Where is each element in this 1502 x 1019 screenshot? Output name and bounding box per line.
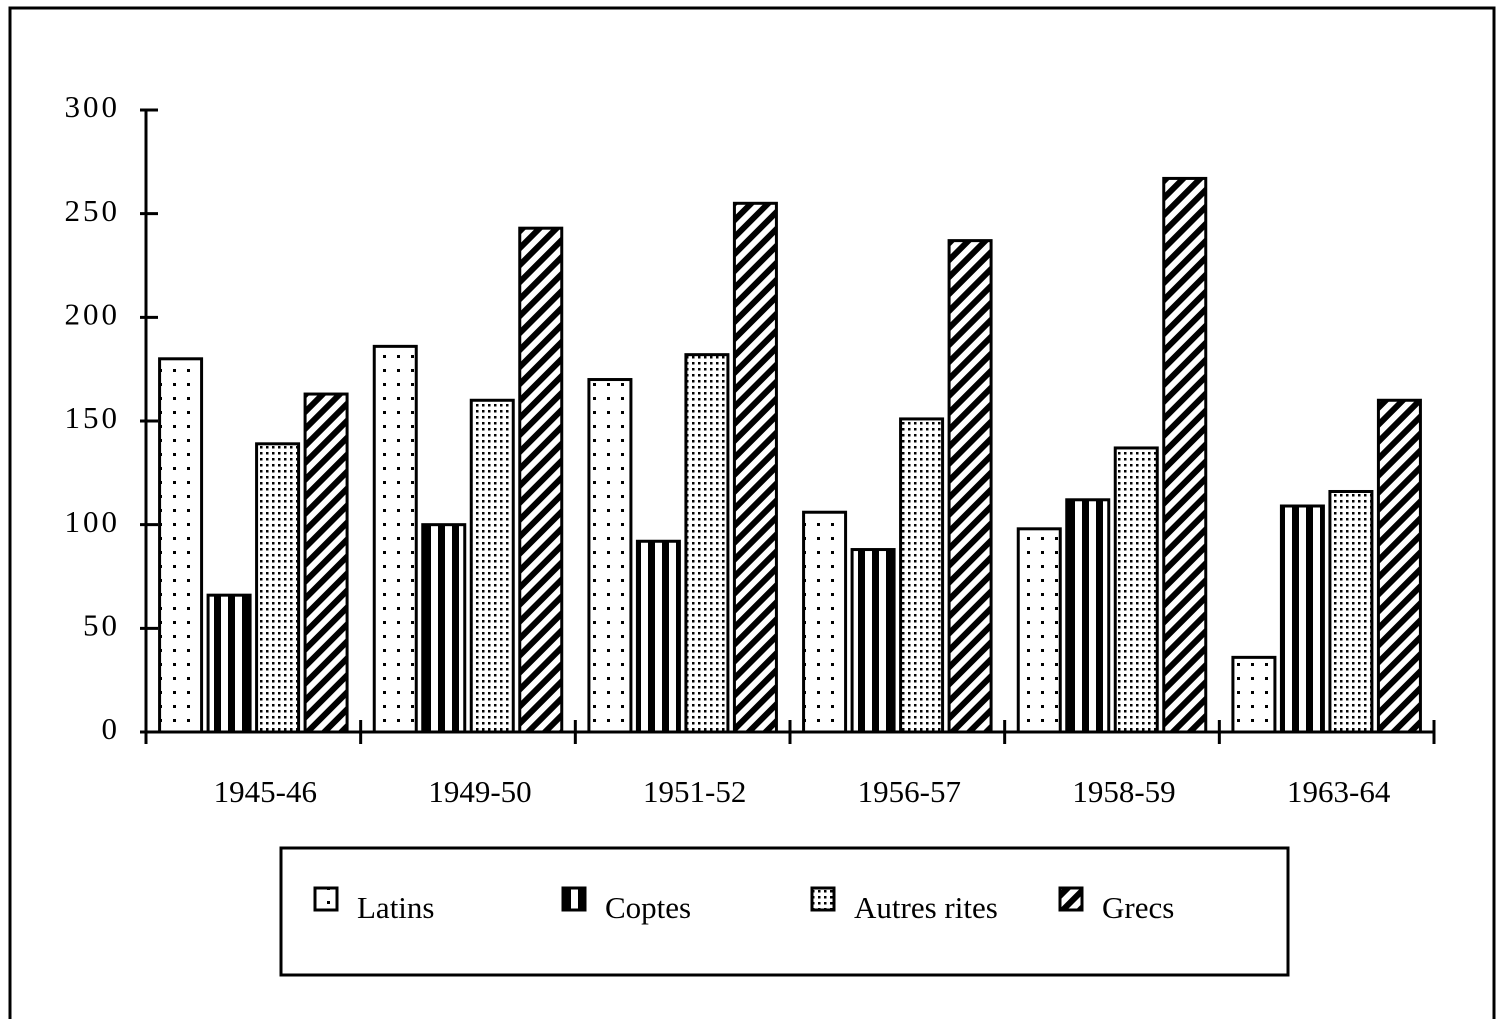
bar bbox=[1328, 489, 1374, 734]
bar bbox=[850, 548, 896, 734]
legend-swatch bbox=[1058, 886, 1084, 912]
x-tick-label: 1945-46 bbox=[214, 774, 317, 809]
y-tick-label: 250 bbox=[65, 193, 121, 228]
x-tick-label: 1956-57 bbox=[858, 774, 961, 809]
bar bbox=[802, 510, 848, 734]
bar bbox=[421, 523, 467, 734]
legend-label: Coptes bbox=[605, 890, 691, 925]
y-tick-label: 50 bbox=[83, 607, 120, 642]
x-tick-label: 1949-50 bbox=[428, 774, 531, 809]
bar bbox=[469, 398, 515, 734]
bar bbox=[635, 539, 681, 734]
bar bbox=[947, 239, 993, 734]
bar bbox=[1065, 498, 1111, 734]
bar bbox=[518, 226, 564, 734]
frame bbox=[8, 6, 1496, 1019]
bar bbox=[587, 378, 633, 734]
legend-label: Latins bbox=[357, 890, 435, 925]
y-tick-label: 300 bbox=[65, 89, 121, 124]
bar bbox=[1376, 398, 1422, 734]
y-tick-label: 100 bbox=[65, 504, 121, 539]
bar bbox=[684, 353, 730, 734]
legend-label: Grecs bbox=[1102, 890, 1174, 925]
bar bbox=[1279, 504, 1325, 734]
bar bbox=[303, 392, 349, 734]
x-tick-label: 1958-59 bbox=[1072, 774, 1175, 809]
y-tick-label: 0 bbox=[102, 711, 121, 746]
bar bbox=[732, 201, 778, 734]
bar bbox=[1231, 655, 1277, 734]
bar bbox=[158, 357, 204, 734]
bar bbox=[372, 344, 418, 734]
legend-box bbox=[279, 846, 1290, 977]
legend-label: Autres rites bbox=[854, 890, 998, 925]
legend-swatch bbox=[561, 886, 587, 912]
bar bbox=[1162, 176, 1208, 734]
bar bbox=[899, 417, 945, 734]
y-tick-label: 200 bbox=[65, 296, 121, 331]
legend-swatch bbox=[810, 886, 836, 912]
legend-swatch bbox=[313, 886, 339, 912]
bar bbox=[255, 442, 301, 734]
x-tick-label: 1963-64 bbox=[1287, 774, 1391, 809]
bar bbox=[1016, 527, 1062, 734]
x-tick-label: 1951-52 bbox=[643, 774, 746, 809]
bar bbox=[206, 593, 252, 734]
y-tick-label: 150 bbox=[65, 400, 121, 435]
bar bbox=[1113, 446, 1159, 734]
